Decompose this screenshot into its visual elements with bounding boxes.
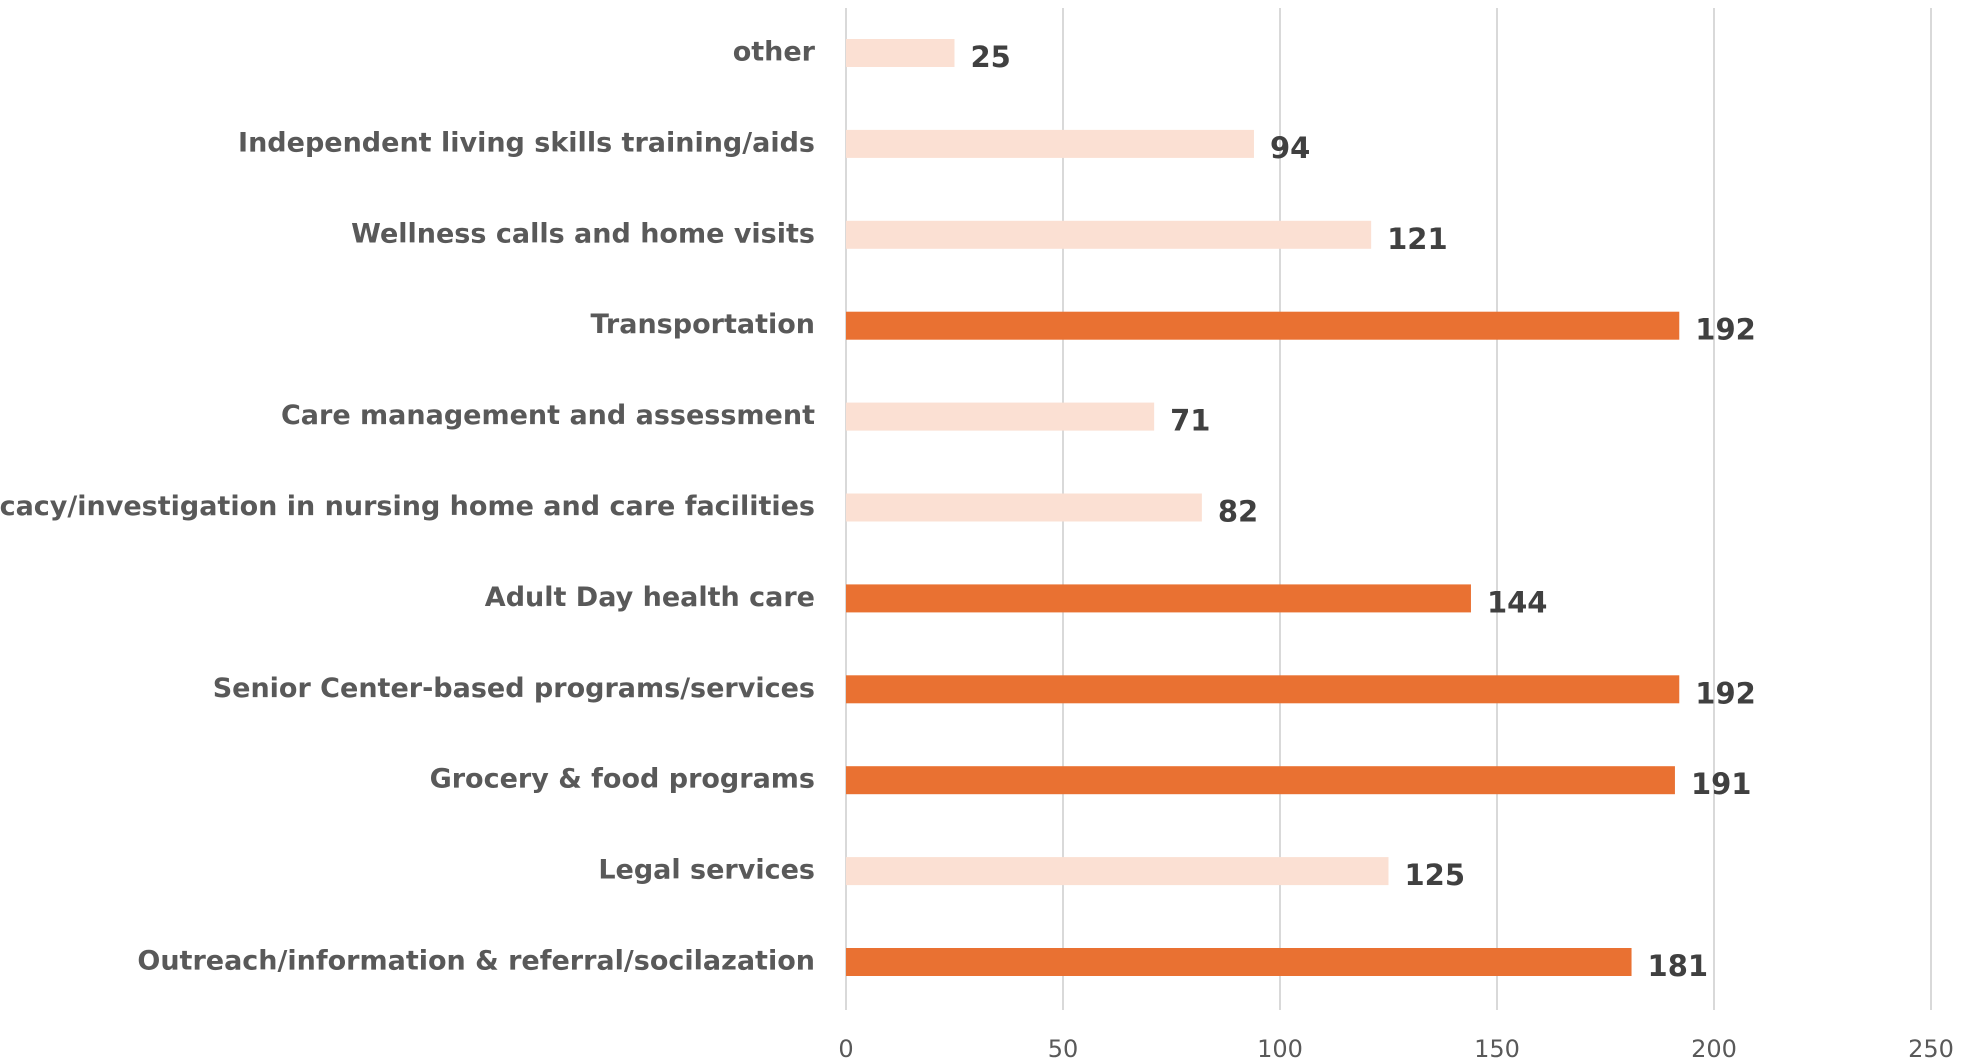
bar xyxy=(846,584,1471,613)
data-label: 192 xyxy=(1695,676,1756,710)
data-label: 144 xyxy=(1487,585,1548,619)
x-tick-label: 50 xyxy=(1048,1035,1079,1061)
x-tick-label: 150 xyxy=(1474,1035,1520,1061)
bar xyxy=(846,402,1155,431)
data-label: 192 xyxy=(1695,313,1756,347)
bar xyxy=(846,129,1254,158)
x-tick-label: 250 xyxy=(1908,1035,1954,1061)
data-label: 71 xyxy=(1170,404,1210,438)
y-tick-label: Legal services xyxy=(598,855,815,886)
data-label: 94 xyxy=(1270,131,1310,165)
data-label: 121 xyxy=(1387,222,1448,256)
y-tick-label: Transportation xyxy=(590,309,815,340)
x-tick-label: 100 xyxy=(1257,1035,1303,1061)
bar xyxy=(846,220,1372,249)
y-tick-label: Advocacy/investigation in nursing home a… xyxy=(0,491,815,522)
data-label: 181 xyxy=(1648,949,1709,983)
y-tick-label: Senior Center-based programs/services xyxy=(213,673,815,704)
bar xyxy=(846,948,1632,976)
bar xyxy=(846,766,1675,795)
y-tick-label: Grocery & food programs xyxy=(430,764,815,795)
bar xyxy=(846,857,1389,886)
bar xyxy=(846,675,1680,704)
data-label: 191 xyxy=(1691,767,1752,801)
bar xyxy=(846,311,1680,340)
y-tick-label: other xyxy=(733,37,816,68)
y-tick-label: Outreach/information & referral/socilaza… xyxy=(137,946,815,977)
bar xyxy=(846,493,1202,522)
x-tick-label: 0 xyxy=(838,1035,853,1061)
bar xyxy=(846,39,955,67)
y-tick-label: Adult Day health care xyxy=(485,582,815,613)
y-tick-label: Care management and assessment xyxy=(281,400,815,431)
data-label: 125 xyxy=(1405,858,1466,892)
x-tick-label: 200 xyxy=(1691,1035,1737,1061)
data-label: 25 xyxy=(971,40,1011,74)
data-label: 82 xyxy=(1218,495,1258,529)
y-tick-label: Independent living skills training/aids xyxy=(238,127,815,158)
y-tick-label: Wellness calls and home visits xyxy=(351,218,815,249)
